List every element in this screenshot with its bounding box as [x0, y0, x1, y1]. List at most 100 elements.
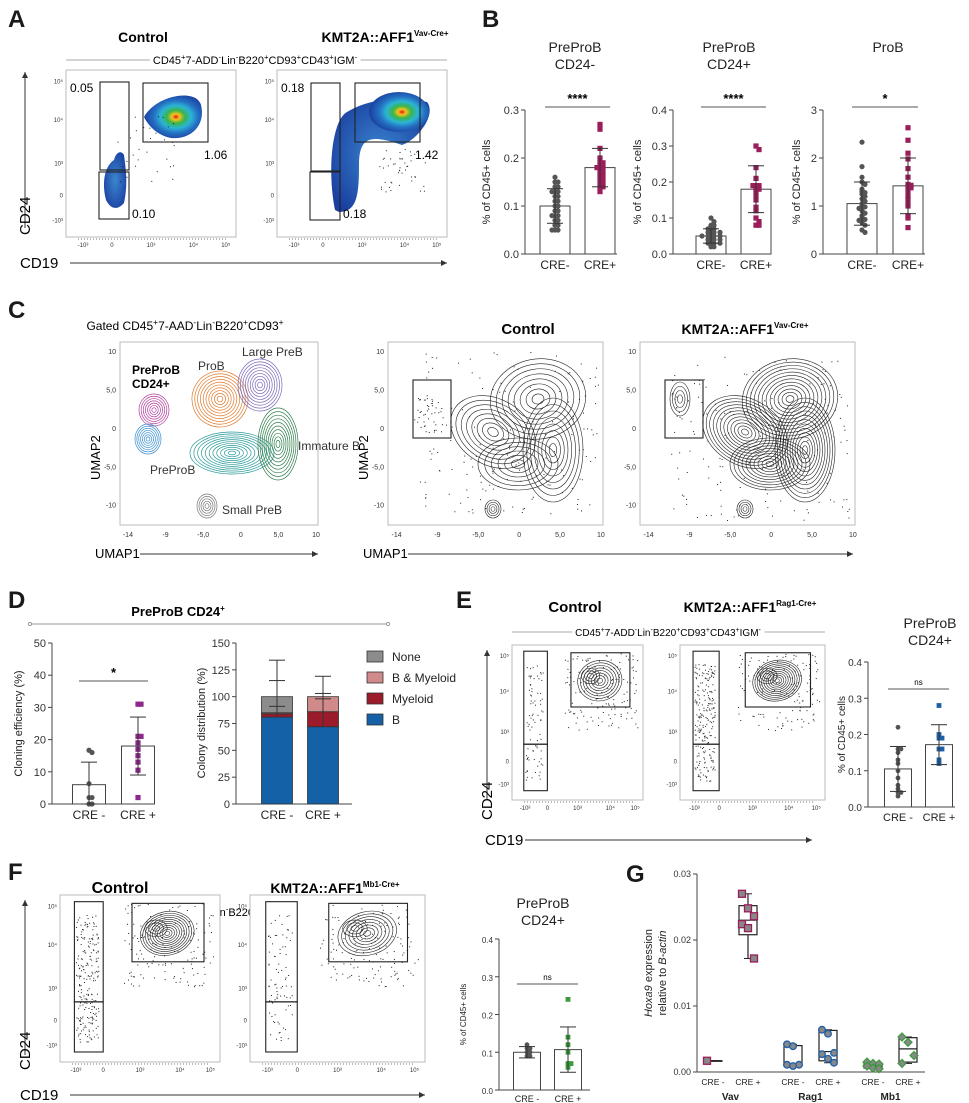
- event-dot: [613, 703, 615, 705]
- event-dot: [814, 660, 816, 662]
- event-dot: [431, 402, 433, 404]
- umap-cluster-contour: [200, 498, 214, 514]
- event-dot: [720, 418, 722, 420]
- flow-x-tick-label: 0: [296, 1068, 300, 1074]
- event-dot: [419, 190, 421, 192]
- event-dot: [703, 766, 705, 768]
- event-dot: [615, 678, 617, 680]
- event-dot: [79, 967, 81, 969]
- event-dot: [143, 936, 145, 938]
- umap-cluster-contour: [145, 400, 163, 420]
- event-dot: [700, 772, 702, 774]
- event-dot: [625, 655, 627, 657]
- event-dot: [578, 671, 580, 673]
- event-dot: [799, 710, 801, 712]
- event-dot: [809, 675, 811, 677]
- gate-box: [744, 652, 812, 708]
- event-dot: [76, 1029, 78, 1031]
- event-dot: [584, 690, 586, 692]
- event-dot: [634, 692, 636, 694]
- event-dot: [813, 455, 815, 457]
- contour-line: [545, 436, 561, 464]
- event-dot: [728, 432, 730, 434]
- event-dot: [137, 159, 139, 161]
- event-dot: [710, 691, 712, 693]
- contour-line: [582, 665, 617, 697]
- event-dot: [350, 963, 352, 965]
- event-dot: [152, 943, 154, 945]
- y-tick-label: 0.2: [504, 153, 519, 165]
- event-dot: [704, 699, 706, 701]
- umap-x-tick-label: 5,0: [274, 532, 284, 539]
- event-dot: [848, 517, 850, 519]
- event-dot: [405, 169, 407, 171]
- event-dot: [577, 655, 579, 657]
- event-dot: [425, 361, 427, 363]
- legend-label: Myeloid: [392, 692, 433, 706]
- umap-cluster-contour: [240, 361, 280, 409]
- event-dot: [279, 915, 281, 917]
- umap-cluster-contour: [189, 431, 275, 475]
- event-dot: [778, 420, 780, 422]
- event-dot: [762, 691, 764, 693]
- event-dot: [595, 680, 597, 682]
- event-dot: [520, 480, 522, 482]
- contour-line: [736, 499, 754, 519]
- event-dot: [811, 703, 813, 705]
- flow-y-tick-label: 10⁴: [500, 689, 510, 696]
- y-tick-label: 1: [811, 201, 817, 213]
- event-dot: [697, 690, 699, 692]
- event-dot: [763, 716, 765, 718]
- event-dot: [614, 705, 616, 707]
- x-tick-label: CRE+: [740, 258, 772, 272]
- data-point: [555, 227, 561, 233]
- y-tick-label: 0.0: [652, 249, 667, 261]
- data-point: [711, 222, 717, 228]
- data-point: [555, 193, 561, 199]
- event-dot: [702, 733, 704, 735]
- event-dot: [88, 1029, 90, 1031]
- event-dot: [607, 696, 609, 698]
- data-point: [859, 174, 865, 180]
- event-dot: [632, 655, 634, 657]
- event-dot: [674, 375, 676, 377]
- event-dot: [179, 919, 181, 921]
- event-dot: [710, 758, 712, 760]
- umap-cluster-contour: [202, 381, 238, 417]
- event-dot: [209, 925, 211, 927]
- event-dot: [722, 466, 724, 468]
- x-tick-label: CRE +: [895, 1077, 920, 1087]
- event-dot: [701, 714, 703, 716]
- event-dot: [169, 909, 171, 911]
- y-tick-label: 75: [218, 719, 230, 731]
- event-dot: [514, 410, 516, 412]
- event-dot: [424, 399, 426, 401]
- event-dot: [741, 688, 743, 690]
- event-dot: [709, 698, 711, 700]
- data-point: [789, 1062, 797, 1071]
- event-dot: [81, 958, 83, 960]
- event-dot: [519, 469, 521, 471]
- event-dot: [87, 1041, 89, 1043]
- event-dot: [717, 484, 719, 486]
- data-point: [903, 1037, 913, 1048]
- event-dot: [719, 457, 721, 459]
- event-dot: [766, 493, 768, 495]
- event-dot: [598, 717, 600, 719]
- event-dot: [86, 993, 88, 995]
- event-dot: [617, 678, 619, 680]
- event-dot: [704, 664, 706, 666]
- event-dot: [797, 682, 799, 684]
- event-dot: [610, 724, 612, 726]
- event-dot: [338, 944, 340, 946]
- event-dot: [577, 498, 579, 500]
- event-dot: [436, 357, 438, 359]
- event-dot: [403, 952, 405, 954]
- event-dot: [172, 907, 174, 909]
- contour-line: [471, 413, 515, 451]
- event-dot: [537, 714, 539, 716]
- y-label-gene: B-actin: [657, 931, 669, 965]
- event-dot: [582, 449, 584, 451]
- event-dot: [95, 925, 97, 927]
- event-dot: [190, 951, 192, 953]
